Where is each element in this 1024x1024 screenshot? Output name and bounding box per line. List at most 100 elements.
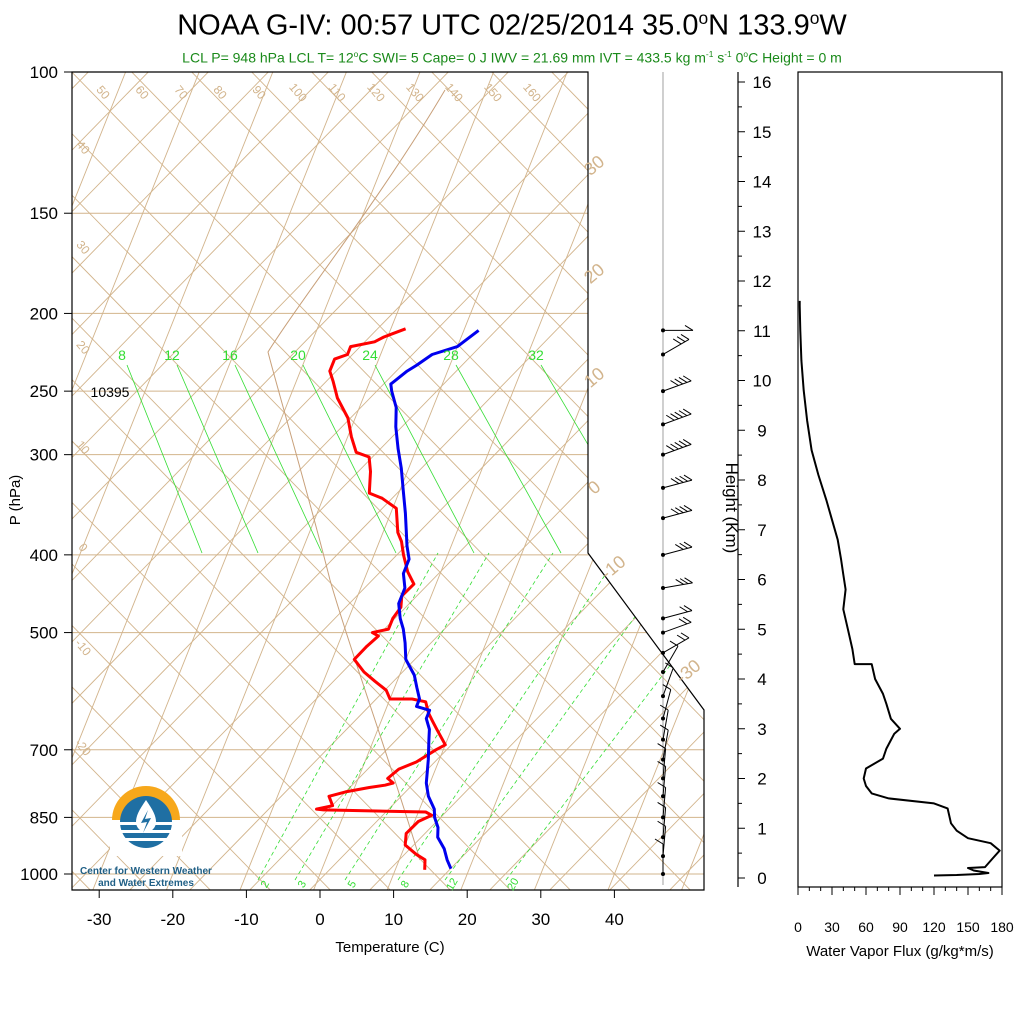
wind-barb-feather <box>679 506 688 512</box>
x-tick-label: 0 <box>315 910 324 929</box>
wind-barb <box>662 667 674 697</box>
wind-barb <box>662 766 667 797</box>
flux-tick-label: 30 <box>824 919 840 935</box>
wind-barb-feather <box>666 445 675 451</box>
height-tick-label: 10 <box>753 372 772 391</box>
adiabat-line <box>72 72 401 890</box>
adiabat-line <box>72 72 461 890</box>
mixing-ratio-label: 20 <box>290 347 306 363</box>
wind-barb-feather <box>659 704 669 711</box>
adiabat-line <box>299 72 704 890</box>
height-tick-label: 4 <box>757 670 766 689</box>
wind-barb-feather <box>684 577 693 584</box>
isotherm-label: -30 <box>672 655 705 687</box>
isotherm-line <box>72 72 288 890</box>
height-tick-label: 8 <box>757 471 766 490</box>
mixing-ratio-line <box>344 552 554 881</box>
wind-barb-feather <box>679 475 688 482</box>
adiabat-line <box>72 72 704 890</box>
wind-barb-feather <box>683 605 693 612</box>
adiabat-line <box>299 72 704 890</box>
wind-barb-feather <box>684 324 694 331</box>
adiabat-line <box>780 60 1024 900</box>
height-tick-label: 7 <box>757 521 766 540</box>
flux-tick-label: 0 <box>794 919 802 935</box>
mixing-ratio-label: 12 <box>444 876 461 893</box>
mixing-ratio-label: 16 <box>222 347 238 363</box>
y-tick-label: 200 <box>30 304 58 323</box>
x-tick-label: -20 <box>161 910 186 929</box>
wind-barb-feather <box>679 606 688 613</box>
mixing-ratio-label: 8 <box>399 879 412 890</box>
height-tick-label: 12 <box>753 272 772 291</box>
wind-barb-feather <box>676 634 686 641</box>
isotherm-line <box>72 72 362 890</box>
mixing-ratio-line <box>455 364 562 554</box>
adiabat-line <box>119 72 704 890</box>
adiabat-line <box>72 72 704 890</box>
flux-tick-label: 120 <box>922 919 946 935</box>
mixing-ratio-label: 24 <box>362 347 378 363</box>
wind-barb-feather <box>675 476 684 483</box>
wind-barb-feather <box>657 760 666 767</box>
adiabat-line <box>72 72 281 890</box>
wind-barb-feather <box>662 684 672 691</box>
adiabat-line <box>72 72 221 890</box>
cw3e-logo <box>110 786 182 856</box>
wind-barb-feather <box>670 413 679 420</box>
adiabat-line <box>239 72 704 890</box>
isotherm-label: 0 <box>584 477 605 499</box>
wind-barb-feather <box>670 443 679 450</box>
mixing-ratio-label: 20 <box>505 876 522 893</box>
mixing-ratio-line <box>176 364 259 554</box>
isotherm-line <box>72 72 141 890</box>
theta-label: 90 <box>249 83 269 102</box>
temperature-profile <box>315 327 447 870</box>
water-vapor-flux-line <box>798 300 1001 877</box>
wind-barb-feather <box>680 334 690 340</box>
isotherm-line <box>165 72 509 890</box>
flux-tick-label: 180 <box>990 919 1014 935</box>
height-tick-label: 16 <box>753 73 772 92</box>
y-tick-label: 400 <box>30 546 58 565</box>
wind-barb-feather <box>657 782 666 788</box>
theta-label: 130 <box>403 80 427 105</box>
y-tick-label: 700 <box>30 741 58 760</box>
mixing-ratio-label: 28 <box>443 347 459 363</box>
adiabat-line <box>72 72 521 890</box>
mixing-ratio-line <box>302 364 397 554</box>
adiabat-line <box>780 60 1024 900</box>
wind-barb-feather <box>683 474 693 481</box>
theta-label: 120 <box>364 80 388 105</box>
theta-label: 110 <box>326 81 349 105</box>
adiabat-line <box>659 72 704 890</box>
y-tick-label: 850 <box>30 808 58 827</box>
adiabat-line <box>840 60 1024 900</box>
mixing-ratio-line <box>126 364 203 554</box>
mixing-ratio-label: 32 <box>528 347 544 363</box>
x-tick-label: -10 <box>234 910 259 929</box>
adiabat-line <box>479 72 704 890</box>
x-tick-label: 30 <box>531 910 550 929</box>
isotherm-line <box>386 72 704 890</box>
height-tick-label: 15 <box>753 123 772 142</box>
height-axis-label: Height (Km) <box>722 463 741 554</box>
flux-axis-label: Water Vapor Flux (g/kg*m/s) <box>806 943 994 960</box>
mixing-ratio-line <box>540 364 653 554</box>
wind-barb-feather <box>683 541 693 548</box>
isotherm-label: -10 <box>597 551 630 583</box>
plot-frame <box>71 71 705 891</box>
height-tick-label: 9 <box>757 421 766 440</box>
wind-barb <box>662 787 667 818</box>
y-tick-label: 100 <box>30 63 58 82</box>
theta-label: 80 <box>210 83 230 102</box>
x-tick-label: 40 <box>605 910 624 929</box>
x-tick-label: 10 <box>384 910 403 929</box>
height-label: 10395 <box>91 384 130 400</box>
adiabat-line <box>72 72 581 890</box>
theta-label: -10 <box>72 636 94 659</box>
wind-barb <box>662 807 667 838</box>
y-tick-label: 300 <box>30 446 58 465</box>
theta-label: 20 <box>73 338 93 357</box>
isotherm-label: 30 <box>580 151 608 179</box>
